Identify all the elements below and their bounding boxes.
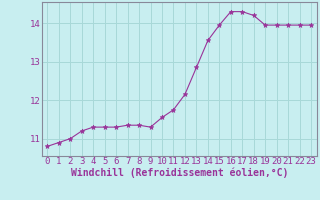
X-axis label: Windchill (Refroidissement éolien,°C): Windchill (Refroidissement éolien,°C) xyxy=(70,168,288,178)
